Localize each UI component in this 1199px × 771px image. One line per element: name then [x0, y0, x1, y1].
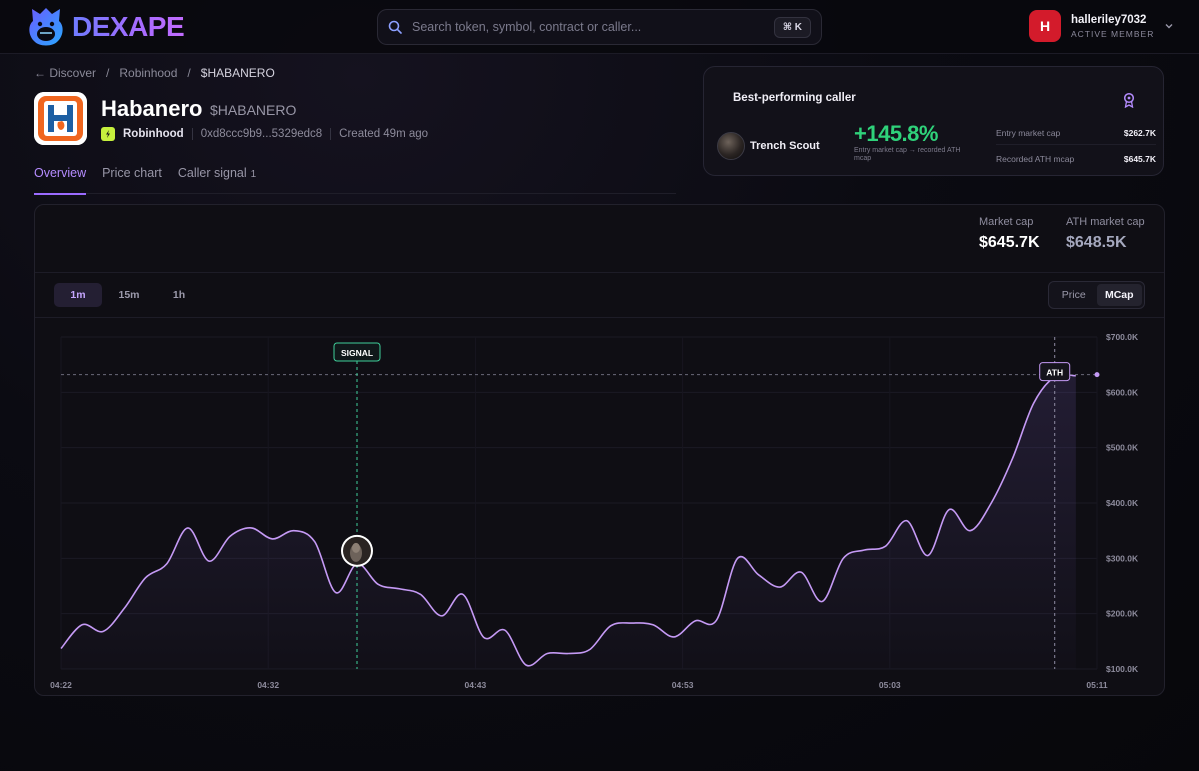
chart-toolbar: 1m 15m 1h Price MCap: [35, 274, 1164, 318]
user-name: halleriley7032: [1071, 13, 1147, 26]
entry-mcap-value: $262.7K: [1123, 128, 1156, 138]
token-name: Habanero: [101, 96, 203, 121]
y-tick-label: $600.0K: [1106, 387, 1139, 397]
y-axis: $700.0K $600.0K $500.0K $400.0K $300.0K $200.…: [1106, 332, 1139, 674]
mcap-line-chart[interactable]: $700.0K $600.0K $500.0K $400.0K $300.0K $200.…: [35, 319, 1165, 695]
search-shortcut: ⌘ K: [773, 16, 811, 38]
top-bar: DEXAPE ⌘ K H halleriley7032 ACTIVE MEMBE…: [0, 0, 1199, 54]
token-contract[interactable]: 0xd8ccc9b9...5329edc8: [200, 128, 323, 140]
ath-badge: [1039, 362, 1071, 382]
brand-logo[interactable]: DEXAPE: [26, 6, 185, 48]
chart-stats-header: Market cap $645.7K ATH market cap $648.5…: [35, 205, 1164, 273]
tab-caller-signal[interactable]: Caller signal 1: [177, 166, 257, 180]
tab-overview[interactable]: Overview: [34, 166, 87, 195]
timeframe-1h-button[interactable]: 1h: [172, 289, 186, 301]
chevron-down-icon[interactable]: [1164, 21, 1174, 31]
avatar-face: [352, 542, 360, 553]
token-tabs: Overview Price chart Caller signal 1: [34, 166, 676, 195]
chart-panel: Market cap $645.7K ATH market cap $648.5…: [34, 204, 1165, 696]
y-tick-label: $700.0K: [1106, 332, 1139, 342]
divider: [330, 128, 332, 140]
token-logo-icon: [34, 92, 87, 145]
avatar: H: [1029, 10, 1061, 42]
x-tick-label: 05:11: [1086, 680, 1108, 690]
y-tick-label: $200.0K: [1106, 609, 1139, 619]
user-menu[interactable]: H halleriley7032 ACTIVE MEMBER: [1029, 10, 1174, 42]
chart-markers: ATH SIGNAL: [61, 337, 1100, 669]
timeframe-1m-button[interactable]: 1m: [54, 283, 102, 307]
timeframe-15m-button[interactable]: 15m: [118, 289, 140, 301]
ath-mcap-label: Recorded ATH mcap: [996, 154, 1075, 164]
best-caller-card: Best-performing caller Trench Scout +145…: [703, 66, 1164, 176]
token-meta: Robinhood 0xd8ccc9b9...5329edc8 Created …: [101, 127, 428, 141]
tab-price-chart[interactable]: Price chart: [102, 166, 162, 180]
brand-name: DEXAPE: [72, 11, 185, 42]
x-tick-label: 04:22: [50, 680, 72, 690]
entry-mcap-label: Entry market cap: [996, 128, 1061, 138]
ath-mcap-row: Recorded ATH mcap $645.7K: [996, 154, 1156, 164]
search-bar[interactable]: ⌘ K: [377, 9, 822, 45]
divider: [191, 128, 193, 140]
breadcrumb-current: $HABANERO: [200, 66, 275, 80]
token-created: Created 49m ago: [339, 128, 429, 140]
token-chain: Robinhood: [123, 128, 184, 140]
signal-caller-avatar[interactable]: [341, 534, 373, 567]
token-ticker: $HABANERO: [210, 102, 297, 118]
ath-market-cap-value: $648.5K: [1066, 234, 1127, 251]
x-axis: 04:22 04:32 04:43 04:53 05:03 05:11: [50, 680, 1108, 690]
divider: [996, 144, 1156, 145]
user-role: ACTIVE MEMBER: [1071, 28, 1155, 39]
search-input[interactable]: [412, 20, 774, 34]
caller-gain-note: Entry market cap → recorded ATH mcap: [854, 147, 961, 162]
market-cap-value: $645.7K: [979, 234, 1040, 251]
y-tick-label: $400.0K: [1106, 498, 1139, 508]
ath-mcap-value: $645.7K: [1123, 154, 1156, 164]
tab-count: 1: [250, 169, 257, 180]
search-icon: [388, 20, 402, 34]
y-tick-label: $100.0K: [1106, 664, 1139, 674]
breadcrumb-chain-link[interactable]: Robinhood: [119, 66, 178, 80]
chain-icon: [101, 127, 115, 141]
caller-avatar[interactable]: [717, 132, 745, 160]
ath-market-cap-label: ATH market cap: [1066, 216, 1145, 228]
mode-mcap-button[interactable]: MCap: [1096, 284, 1142, 306]
breadcrumb-back-link[interactable]: ← Discover: [34, 66, 97, 80]
market-cap-label: Market cap: [979, 216, 1034, 228]
ath-label: ATH: [1046, 368, 1063, 378]
chart-mode-toggle: Price MCap: [1048, 281, 1145, 309]
y-tick-label: $300.0K: [1106, 553, 1139, 563]
signal-badge: [333, 342, 381, 362]
breadcrumb-separator: /: [106, 66, 110, 80]
x-tick-label: 05:03: [879, 680, 901, 690]
caller-name[interactable]: Trench Scout: [750, 140, 820, 152]
x-tick-label: 04:32: [257, 680, 279, 690]
last-point-dot: [1094, 372, 1100, 378]
breadcrumb-separator: /: [187, 66, 191, 80]
breadcrumb: ← Discover / Robinhood / $HABANERO: [34, 66, 275, 80]
best-caller-title: Best-performing caller: [733, 92, 856, 104]
mode-price-button[interactable]: Price: [1061, 289, 1086, 301]
mcap-area: [61, 374, 1076, 669]
x-tick-label: 04:43: [465, 680, 487, 690]
x-tick-label: 04:53: [672, 680, 694, 690]
signal-label: SIGNAL: [341, 348, 373, 358]
ape-logo-icon: [29, 8, 63, 46]
market-cap-stat: Market cap $645.7K: [979, 216, 1040, 252]
caller-gain: +145.8%: [854, 121, 938, 146]
token-logo: [34, 92, 87, 145]
award-icon: [1123, 92, 1135, 108]
ath-market-cap-stat: ATH market cap $648.5K: [1066, 216, 1145, 252]
mcap-line: [60, 373, 1076, 667]
y-tick-label: $500.0K: [1106, 443, 1139, 453]
entry-mcap-row: Entry market cap $262.7K: [996, 128, 1156, 138]
